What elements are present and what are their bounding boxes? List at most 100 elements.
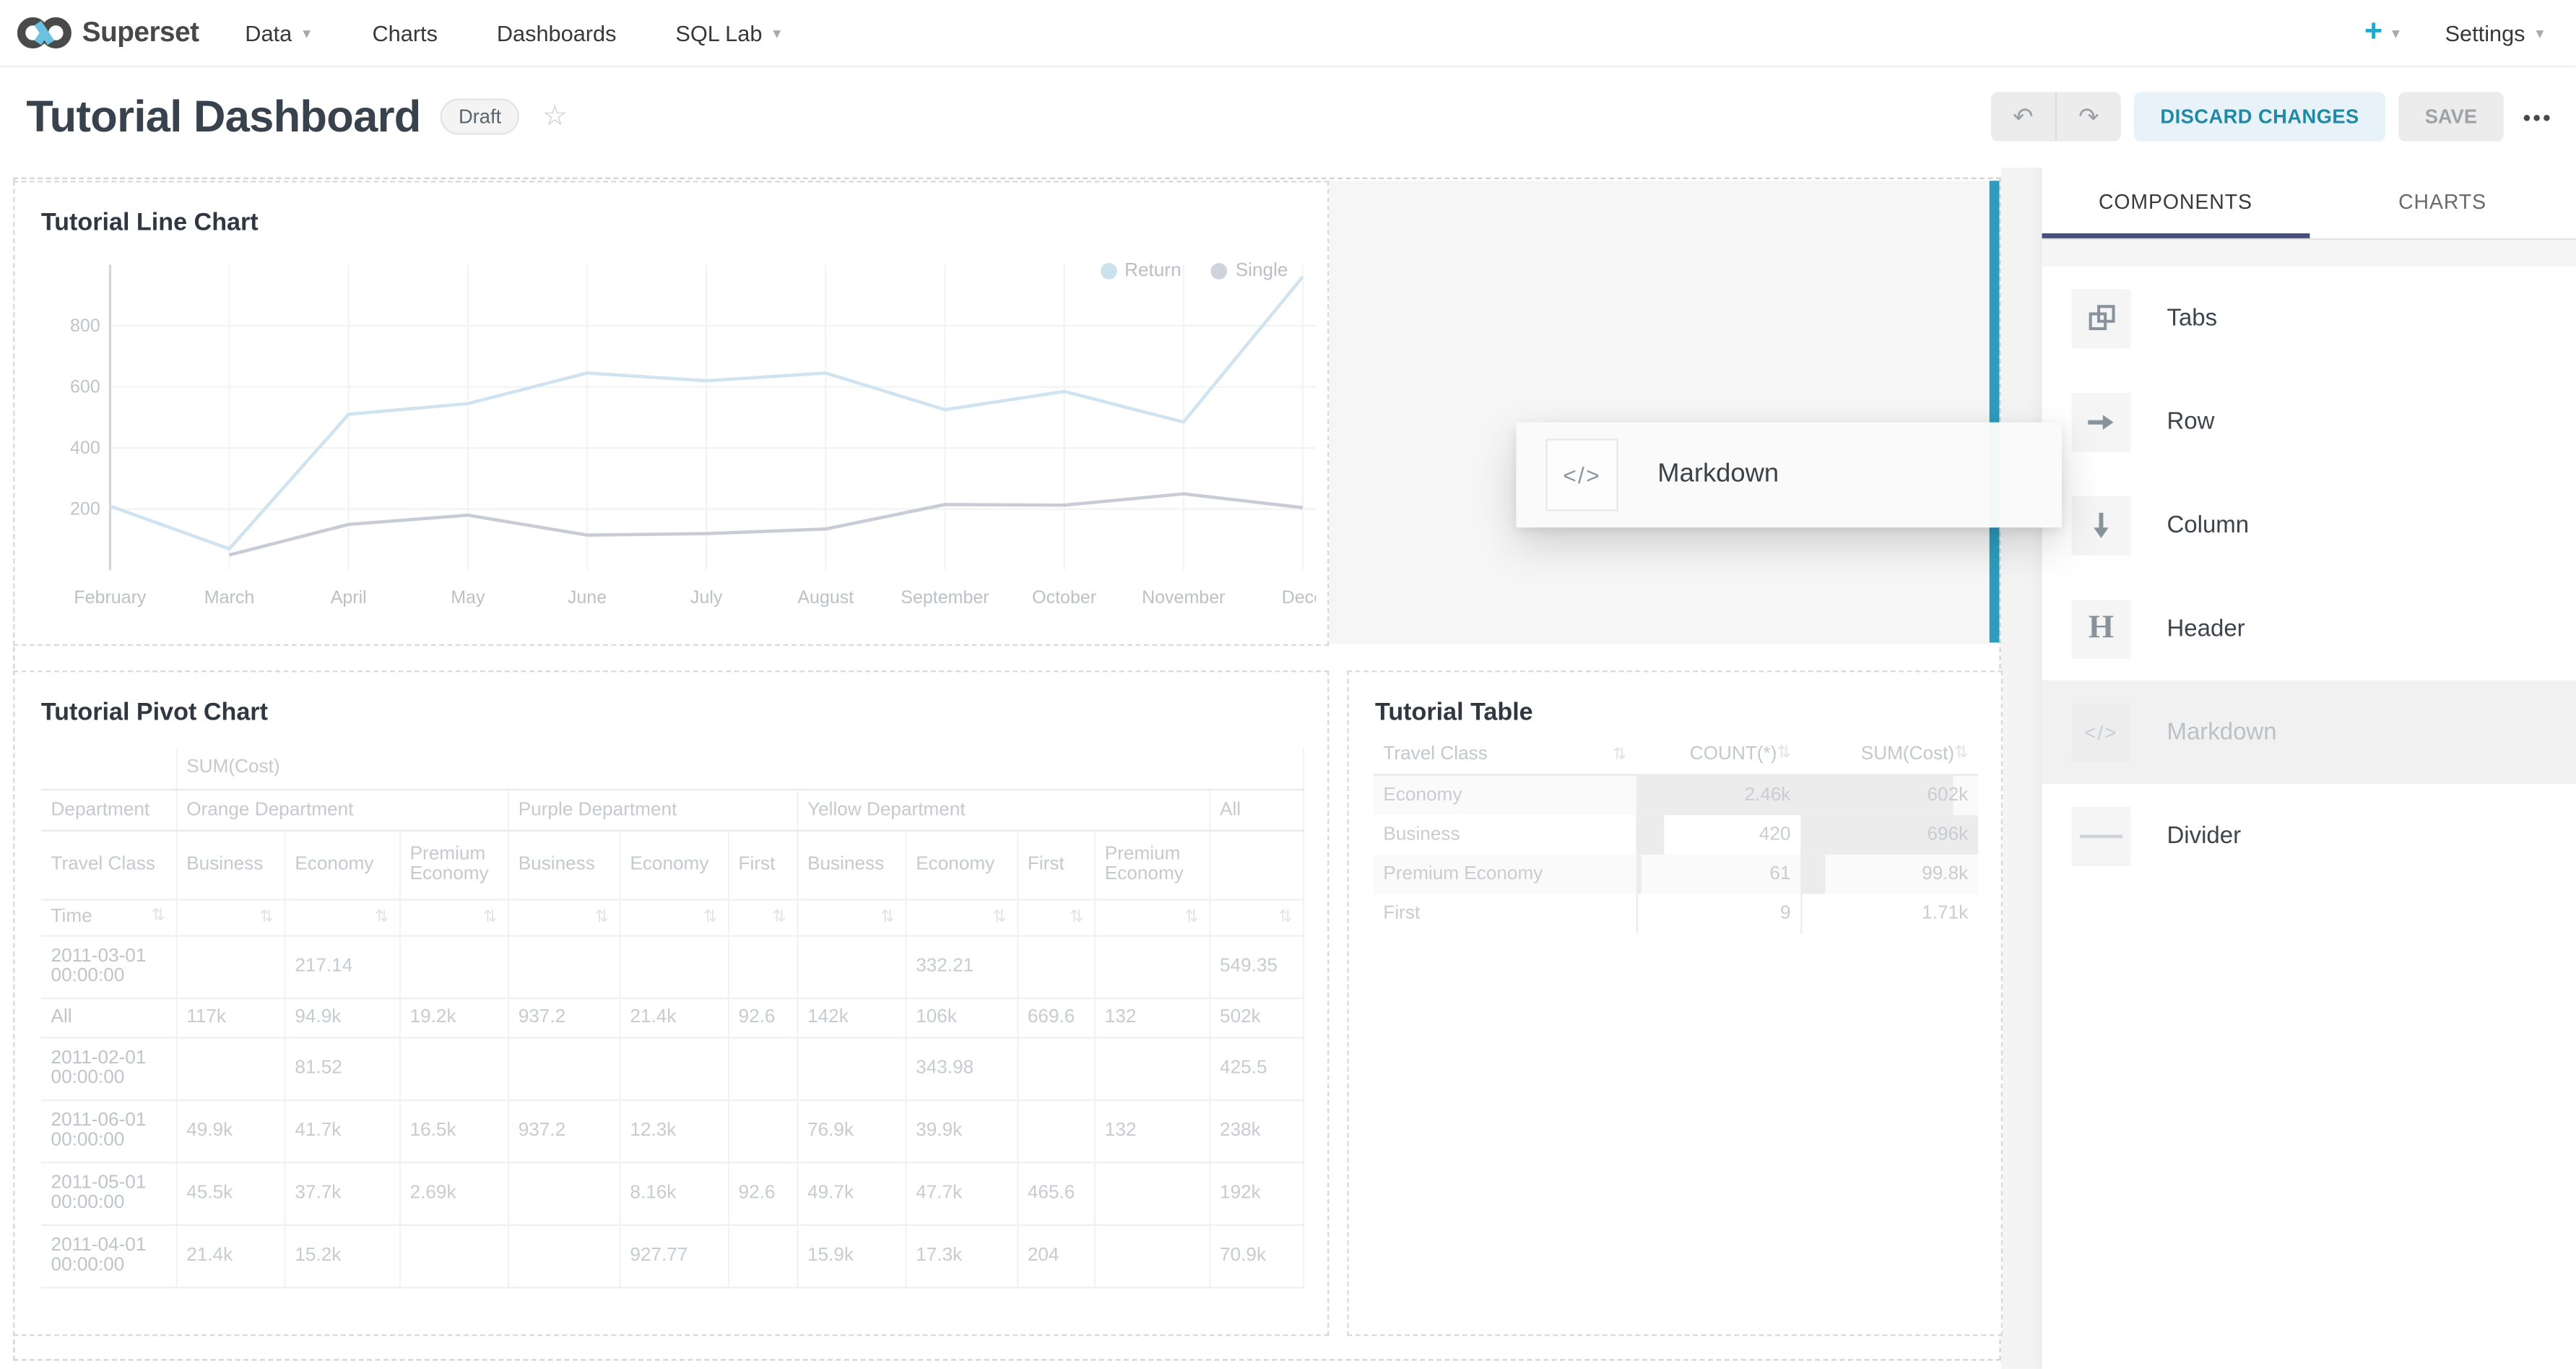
table-row: First 9 1.71k — [1374, 894, 1978, 934]
plus-icon: + — [2364, 14, 2383, 50]
pivot-cell — [727, 1224, 798, 1288]
pivot-sort-header[interactable]: ⇅ — [1017, 899, 1096, 936]
pivot-cell — [1094, 935, 1210, 998]
pivot-time-sort-header[interactable]: Time ⇅ — [40, 899, 177, 936]
legend-item-return[interactable]: Return — [1099, 261, 1181, 281]
cell-count: 9 — [1636, 894, 1791, 934]
superset-logo[interactable]: Superset — [17, 14, 199, 51]
pivot-cell: 39.9k — [905, 1099, 1018, 1163]
more-options-button[interactable]: ••• — [2523, 104, 2554, 129]
legend-label: Return — [1124, 261, 1181, 281]
pivot-sort-header[interactable]: ⇅ — [727, 899, 798, 936]
nav-item-label: Charts — [372, 20, 438, 46]
pivot-sort-header[interactable]: ⇅ — [175, 899, 285, 936]
component-item-column[interactable]: Column — [2042, 473, 2576, 577]
row-icon — [2071, 392, 2131, 452]
sort-icon: ⇅ — [880, 907, 895, 926]
pivot-sort-header[interactable]: ⇅ — [1209, 899, 1304, 936]
nav-item-sql-lab[interactable]: SQL Lab ▼ — [675, 20, 783, 45]
chevron-down-icon: ▼ — [2389, 25, 2403, 40]
component-item-label: Column — [2167, 511, 2250, 538]
pivot-cell: 81.52 — [284, 1037, 400, 1100]
pivot-cell: 19.2k — [399, 997, 509, 1038]
chart-card-line[interactable]: Tutorial Line Chart Return Single 200 400… — [13, 181, 1330, 646]
save-button[interactable]: SAVE — [2398, 92, 2504, 142]
pivot-col-header: Economy — [905, 829, 1018, 900]
pivot-cell: 937.2 — [507, 997, 620, 1038]
chart-card-pivot[interactable]: Tutorial Pivot Chart SUM(Cost) Department… — [13, 670, 1330, 1336]
divider-icon — [2071, 806, 2131, 865]
pivot-travel-class-label: Travel Class — [40, 829, 177, 900]
undo-button[interactable]: ↶ — [1991, 92, 2055, 141]
cell-travel-class: Economy — [1383, 785, 1462, 806]
pivot-sort-header[interactable]: ⇅ — [507, 899, 620, 936]
pivot-cell: 49.7k — [797, 1162, 906, 1225]
col-header-count[interactable]: COUNT(*) ⇅ — [1636, 734, 1801, 776]
pivot-row: 2011-06-01 00:00:00 49.9k 41.7k 16.5k 937.2 1… — [40, 1099, 1304, 1163]
cell-travel-class: First — [1383, 904, 1421, 924]
pivot-cell: 47.7k — [905, 1162, 1018, 1225]
cell-count: 61 — [1636, 854, 1800, 894]
redo-button[interactable]: ↷ — [2057, 92, 2121, 141]
pivot-cell — [1017, 1099, 1096, 1163]
pivot-col-header: First — [727, 829, 798, 900]
pivot-cell — [507, 935, 620, 998]
nav-item-dashboards[interactable]: Dashboards — [497, 20, 617, 45]
nav-item-charts[interactable]: Charts — [372, 20, 437, 45]
legend-item-single[interactable]: Single — [1210, 261, 1288, 281]
pivot-row: 2011-04-01 00:00:00 21.4k 15.2k 927.77 15.9k… — [40, 1224, 1304, 1288]
pivot-sort-header[interactable]: ⇅ — [797, 899, 906, 936]
tab-charts[interactable]: CHARTS — [2398, 189, 2486, 213]
pivot-row-time: All — [40, 997, 177, 1038]
dashboard-title[interactable]: Tutorial Dashboard — [26, 91, 421, 141]
pivot-cell: 332.21 — [905, 935, 1018, 998]
col-header-travel-class[interactable]: Travel Class ⇅ — [1373, 734, 1636, 776]
legend-label: Single — [1235, 261, 1288, 281]
markdown-drag-preview[interactable]: </> Markdown — [1516, 422, 2062, 528]
component-item-label: Markdown — [2167, 719, 2277, 746]
pivot-sort-header[interactable]: ⇅ — [905, 899, 1018, 936]
pivot-row-time: 2011-03-01 00:00:00 — [40, 935, 177, 998]
tabs-icon — [2071, 288, 2131, 348]
empty-row-drop-area — [1327, 181, 2001, 644]
svg-text:August: August — [797, 587, 854, 608]
col-header-sum[interactable]: SUM(Cost) ⇅ — [1800, 734, 1978, 776]
favorite-star-icon[interactable]: ☆ — [542, 100, 568, 131]
new-item-button[interactable]: + ▼ — [2364, 14, 2402, 51]
svg-text:600: 600 — [70, 376, 100, 397]
pivot-col-header: Business — [797, 829, 906, 900]
component-item-markdown[interactable]: </> Markdown — [2042, 680, 2576, 785]
pivot-cell: 217.14 — [284, 935, 400, 998]
pivot-cell — [1094, 1037, 1210, 1100]
pivot-cell: 669.6 — [1017, 997, 1096, 1038]
pivot-cell — [1017, 935, 1096, 998]
legend-dot — [1210, 262, 1228, 280]
component-item-divider[interactable]: Divider — [2042, 784, 2576, 888]
discard-changes-button[interactable]: DISCARD CHANGES — [2134, 92, 2386, 142]
pivot-group-header: Yellow Department — [797, 788, 1210, 831]
nav-item-data[interactable]: Data ▼ — [245, 20, 313, 45]
component-item-header[interactable]: H Header — [2042, 576, 2576, 681]
dashboard-header: Tutorial Dashboard Draft ☆ ↶ ↷ DISCARD C… — [0, 65, 2576, 168]
markdown-icon: </> — [2071, 702, 2131, 762]
pivot-col-header: Premium Economy — [399, 829, 509, 900]
tab-components[interactable]: COMPONENTS — [2042, 164, 2310, 238]
settings-menu[interactable]: Settings ▼ — [2445, 20, 2546, 45]
pivot-sort-header[interactable]: ⇅ — [1094, 899, 1210, 936]
pivot-group-header: Purple Department — [507, 788, 798, 831]
pivot-row: 2011-05-01 00:00:00 45.5k 37.7k 2.69k 8.16k 9… — [40, 1162, 1304, 1225]
pivot-cell — [727, 1099, 798, 1163]
pivot-sort-header[interactable]: ⇅ — [284, 899, 400, 936]
top-navbar: Superset Data ▼ Charts Dashboards SQL Lab ▼ +… — [0, 0, 2576, 68]
component-item-row[interactable]: Row — [2042, 369, 2576, 474]
header-actions: ↶ ↷ DISCARD CHANGES SAVE ••• — [1991, 92, 2554, 142]
pivot-cell: 94.9k — [284, 997, 400, 1038]
cell-sum: 696k — [1800, 815, 1978, 855]
component-item-tabs[interactable]: Tabs — [2042, 266, 2576, 370]
chart-card-table[interactable]: Tutorial Table Travel Class ⇅ COUNT(*) ⇅ SU… — [1347, 670, 2003, 1336]
pivot-sort-header[interactable]: ⇅ — [619, 899, 729, 936]
cell-sum: 1.71k — [1800, 894, 1969, 934]
pivot-cell — [619, 935, 729, 998]
pivot-cell: 70.9k — [1209, 1224, 1304, 1288]
pivot-sort-header[interactable]: ⇅ — [399, 899, 509, 936]
